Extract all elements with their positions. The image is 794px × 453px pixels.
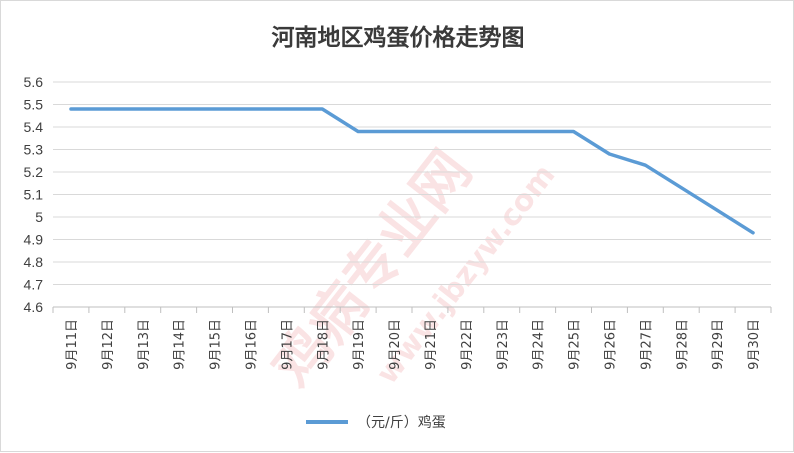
- x-tick-label: 9月20日: [388, 319, 403, 370]
- data-point: [751, 231, 755, 235]
- y-tick-label: 5.2: [24, 164, 44, 180]
- y-tick-label: 5.5: [24, 97, 44, 113]
- data-point: [572, 130, 576, 133]
- y-axis-ticks: 5.6 5.5 5.4 5.3 5.2 5.1 5 4.9 4.8 4.7 4.6: [24, 74, 44, 315]
- data-point: [643, 163, 647, 167]
- series-layer: [69, 107, 755, 235]
- data-point: [141, 107, 145, 111]
- y-tick-label: 5.3: [24, 142, 44, 158]
- x-axis: 9月11日 9月12日 9月13日 9月14日 9月15日 9月16日 9月17日 9月18日…: [52, 307, 772, 370]
- data-point: [428, 130, 432, 133]
- x-tick-label: 9月14日: [173, 319, 188, 370]
- data-point: [69, 107, 73, 111]
- y-tick-label: 5.4: [24, 119, 44, 135]
- data-point: [105, 107, 109, 111]
- x-tick-label: 9月21日: [424, 319, 439, 370]
- x-tick-label: 9月18日: [316, 319, 331, 370]
- x-tick-label: 9月26日: [603, 319, 618, 370]
- x-tick-label: 9月24日: [532, 319, 547, 370]
- x-tick-label: 9月15日: [209, 319, 224, 370]
- x-tick-label: 9月29日: [711, 319, 726, 370]
- data-point: [356, 130, 360, 133]
- data-point: [607, 152, 611, 156]
- x-tick-label: 9月27日: [639, 319, 654, 370]
- x-tick-label: 9月25日: [568, 319, 583, 370]
- data-point: [320, 107, 324, 111]
- series-line: [69, 107, 755, 235]
- y-tick-label: 4.9: [24, 232, 44, 248]
- y-tick-label: 5.1: [24, 187, 44, 203]
- legend-label: （元/斤）鸡蛋: [357, 414, 446, 431]
- x-tick-label: 9月13日: [137, 319, 152, 370]
- data-point: [715, 208, 719, 212]
- x-tick-label: 9月23日: [496, 319, 511, 370]
- y-tick-label: 4.8: [24, 254, 44, 270]
- legend: （元/斤）鸡蛋: [306, 414, 446, 431]
- x-tick-label: 9月30日: [747, 319, 762, 370]
- gridlines: [53, 81, 771, 308]
- y-tick-label: 4.6: [24, 299, 44, 315]
- y-tick-label: 4.7: [24, 277, 44, 293]
- data-point: [248, 107, 252, 111]
- data-point: [464, 130, 468, 133]
- y-tick-label: 5: [35, 209, 43, 225]
- data-point: [177, 107, 181, 111]
- x-tick-label: 9月22日: [460, 319, 475, 370]
- data-point: [213, 107, 217, 111]
- x-tick-label: 9月12日: [101, 319, 116, 370]
- data-point: [392, 130, 396, 133]
- x-tick-label: 9月11日: [65, 319, 80, 370]
- watermark: 鸡病专业网 www.jbzyw.com: [261, 139, 563, 400]
- x-tick-label: 9月19日: [352, 319, 367, 370]
- data-point: [679, 186, 683, 190]
- data-point: [536, 130, 540, 133]
- x-tick-label: 9月16日: [244, 319, 259, 370]
- y-tick-label: 5.6: [24, 74, 44, 90]
- x-tick-label: 9月17日: [280, 319, 295, 370]
- data-point: [500, 130, 504, 133]
- x-tick-label: 9月28日: [675, 319, 690, 370]
- chart-title: 河南地区鸡蛋价格走势图: [272, 24, 525, 51]
- data-point: [284, 107, 288, 111]
